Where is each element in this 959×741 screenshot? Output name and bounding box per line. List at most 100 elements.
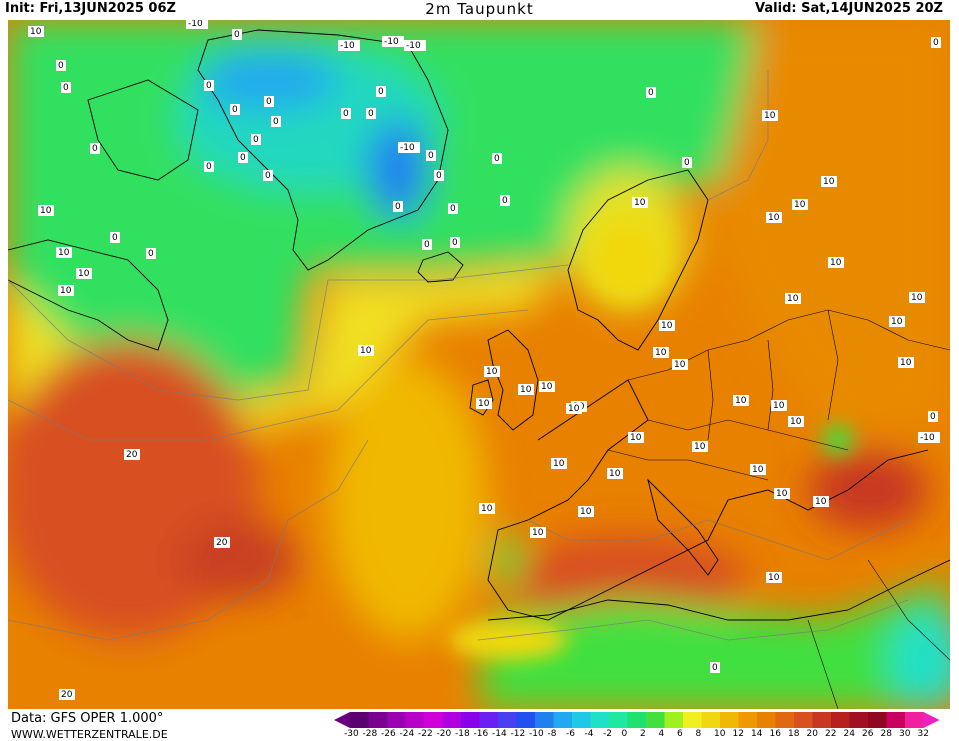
colorbar-segment	[812, 712, 831, 728]
colorbar-segment	[479, 712, 498, 728]
contour-label: 0	[206, 162, 212, 172]
contour-label-bg	[821, 176, 837, 187]
colorbar-segment	[572, 712, 591, 728]
contour-label: 0	[930, 412, 936, 422]
colorbar-tick-label: -28	[362, 729, 378, 739]
contour-label: 0	[266, 97, 272, 107]
colorbar-tick-label: -20	[436, 729, 452, 739]
contour-label-bg	[38, 205, 54, 216]
colorbar-segment	[794, 712, 813, 728]
contour-label: 10	[58, 248, 70, 258]
contour-label-bg	[230, 104, 240, 115]
contour-label: 10	[911, 293, 923, 303]
contour-label: 10	[674, 360, 686, 370]
contour-label-bg	[632, 197, 648, 208]
contour-label: 10	[815, 497, 827, 507]
data-source: Data: GFS OPER 1.000°	[11, 711, 164, 726]
contour-label-bg	[146, 248, 156, 259]
colorbar-tick-label: 24	[843, 729, 855, 739]
contour-label: 10	[541, 382, 553, 392]
colorbar-tick-label: -30	[344, 729, 359, 739]
contour-label: 0	[395, 202, 401, 212]
contour-label-bg	[251, 134, 261, 145]
colorbar-segment	[775, 712, 794, 728]
colorbar-segment	[609, 712, 628, 728]
contour-label: 10	[478, 399, 490, 409]
contour-label: 0	[58, 61, 64, 71]
contour-label: -10	[920, 433, 935, 443]
colorbar-segment	[646, 712, 665, 728]
contour-label: 10	[655, 348, 667, 358]
contour-label-bg	[918, 432, 940, 443]
contour-label-bg	[928, 411, 938, 422]
contour-label: 0	[234, 30, 240, 40]
contour-label: 0	[343, 109, 349, 119]
contour-label: 0	[424, 240, 430, 250]
colorbar-tick-label: 12	[732, 729, 744, 739]
colorbar-tick-label: 14	[751, 729, 763, 739]
colorbar-tick-label: 22	[825, 729, 837, 739]
colorbar-tick-label: -6	[566, 729, 575, 739]
contour-label: 0	[428, 151, 434, 161]
contour-label: 10	[790, 417, 802, 427]
dewpoint-map: 10 -10 0 -10 -10 -10 0 0 0 0 0 0 0 0 0 0 0 0 -10 0 0 0 0 0 0 0 0 0 0…	[8, 20, 950, 709]
contour-label: 0	[712, 663, 718, 673]
colorbar-tick-label: 6	[677, 729, 683, 739]
contour-label-bg	[530, 527, 546, 538]
contour-label: 10	[630, 433, 642, 443]
contour-label: 10	[40, 206, 52, 216]
contour-label-bg	[785, 293, 801, 304]
contour-label: 10	[752, 465, 764, 475]
contour-label-bg	[828, 257, 844, 268]
contour-label-bg	[692, 441, 708, 452]
colorbar-segment	[590, 712, 609, 728]
colorbar-segment	[886, 712, 905, 728]
contour-label-bg	[393, 201, 403, 212]
colorbar-tick-label: -24	[399, 729, 415, 739]
colorbar-segment	[720, 712, 739, 728]
contour-label-bg	[76, 268, 92, 279]
contour-label-bg	[426, 150, 436, 161]
contour-label-bg	[56, 247, 72, 258]
colorbar-tick-label: 32	[917, 729, 929, 739]
colorbar-high-arrow	[923, 712, 940, 728]
contour-label: 10	[794, 200, 806, 210]
colorbar-segment	[664, 712, 683, 728]
contour-label: -10	[188, 20, 203, 29]
contour-label: 0	[436, 171, 442, 181]
contour-label-bg	[61, 82, 71, 93]
contour-label: 10	[634, 198, 646, 208]
contour-label-bg	[404, 40, 426, 51]
contour-label: 0	[112, 233, 118, 243]
contour-label-bg	[382, 36, 404, 47]
contour-label-bg	[762, 110, 778, 121]
contour-label-bg	[28, 26, 44, 37]
colorbar-tick-label: -12	[510, 729, 526, 739]
contour-label-bg	[500, 195, 510, 206]
contour-label-bg	[448, 203, 458, 214]
colorbar-segment	[405, 712, 424, 728]
contour-label-bg	[771, 400, 787, 411]
contour-label-bg	[238, 152, 248, 163]
colorbar-tick-label: 4	[658, 729, 665, 739]
contour-label: 10	[568, 404, 580, 414]
contour-label: 10	[520, 385, 532, 395]
contour-label: 0	[206, 81, 212, 91]
contour-label-bg	[578, 506, 594, 517]
contour-label: 0	[63, 83, 69, 93]
colorbar-segment	[849, 712, 868, 728]
contour-label: 0	[648, 88, 654, 98]
contour-label-bg	[204, 161, 214, 172]
contour-label: 10	[891, 317, 903, 327]
colorbar-tick-label: -14	[492, 729, 507, 739]
contour-label-bg	[338, 40, 360, 51]
colorbar-segment	[387, 712, 406, 728]
contour-label: 0	[92, 144, 98, 154]
contour-label-bg	[450, 237, 460, 248]
map-title: 2m Taupunkt	[425, 0, 534, 18]
contour-label: 0	[368, 109, 374, 119]
colorbar-segment	[461, 712, 480, 728]
contour-label-bg	[750, 464, 766, 475]
contour-label-bg	[232, 29, 242, 40]
colorbar-segment	[738, 712, 757, 728]
